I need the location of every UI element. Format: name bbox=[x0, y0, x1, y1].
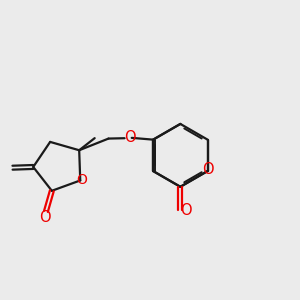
Text: O: O bbox=[124, 130, 136, 146]
Text: O: O bbox=[202, 162, 213, 177]
Text: O: O bbox=[39, 210, 51, 225]
Text: O: O bbox=[76, 173, 87, 188]
Text: O: O bbox=[180, 202, 191, 217]
